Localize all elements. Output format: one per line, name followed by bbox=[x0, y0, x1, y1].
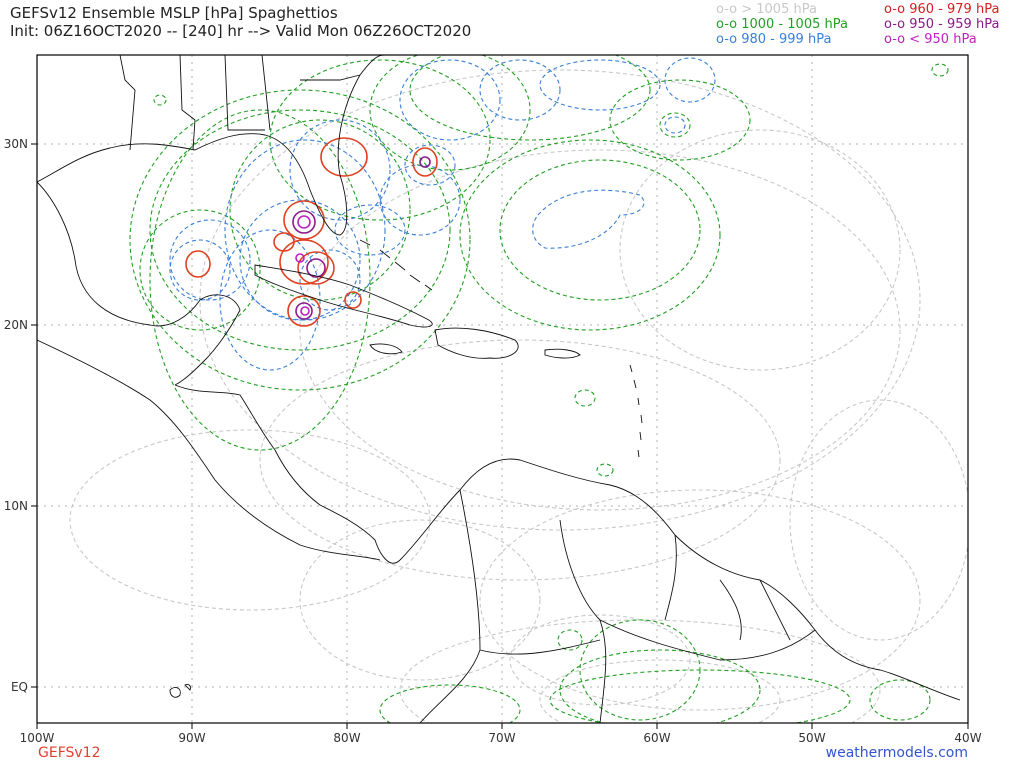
lat-label: 30N bbox=[4, 137, 28, 151]
legend-right: o-o 960 - 979 hPa o-o 950 - 959 hPa o-o … bbox=[884, 2, 999, 47]
contours-purple bbox=[292, 156, 431, 320]
legend-item-magenta: o-o < 950 hPa bbox=[884, 32, 977, 47]
latitude-labels: 30N 20N 10N EQ bbox=[4, 137, 28, 694]
model-name: GEFSv12 bbox=[38, 745, 101, 761]
map-background bbox=[37, 55, 968, 723]
legend-item-gray: o-o > 1005 hPa bbox=[716, 2, 817, 17]
title-line-2: Init: 06Z16OCT2020 -- [240] hr --> Valid… bbox=[10, 22, 472, 40]
map-title: GEFSv12 Ensemble MSLP [hPa] Spaghettios … bbox=[10, 4, 471, 40]
lat-label: 20N bbox=[4, 318, 28, 332]
lat-label: 10N bbox=[4, 499, 28, 513]
contours-red bbox=[185, 137, 438, 327]
longitude-labels: 100W 90W 80W 70W 60W 50W 40W bbox=[20, 731, 982, 745]
lon-label: 60W bbox=[643, 731, 670, 745]
coastlines bbox=[37, 55, 961, 723]
lon-label: 50W bbox=[798, 731, 825, 745]
lon-label: 70W bbox=[488, 731, 515, 745]
lon-label: 100W bbox=[20, 731, 55, 745]
lat-label: EQ bbox=[11, 680, 28, 694]
lon-label: 80W bbox=[333, 731, 360, 745]
legend-item-red: o-o 960 - 979 hPa bbox=[884, 2, 1000, 17]
lon-label: 90W bbox=[178, 731, 205, 745]
site-link[interactable]: weathermodels.com bbox=[825, 745, 968, 761]
contours-blue bbox=[169, 57, 716, 371]
graticule bbox=[37, 55, 968, 723]
title-line-1: GEFSv12 Ensemble MSLP [hPa] Spaghettios bbox=[10, 4, 338, 22]
legend-item-purple: o-o 950 - 959 hPa bbox=[884, 17, 1000, 32]
legend-item-blue: o-o 980 - 999 hPa bbox=[716, 32, 832, 47]
contours-magenta bbox=[295, 215, 311, 316]
axis-ticks bbox=[31, 143, 969, 729]
legend-left: o-o > 1005 hPa o-o 1000 - 1005 hPa o-o 9… bbox=[716, 2, 848, 47]
lon-label: 40W bbox=[954, 731, 981, 745]
legend-item-green: o-o 1000 - 1005 hPa bbox=[716, 17, 848, 32]
